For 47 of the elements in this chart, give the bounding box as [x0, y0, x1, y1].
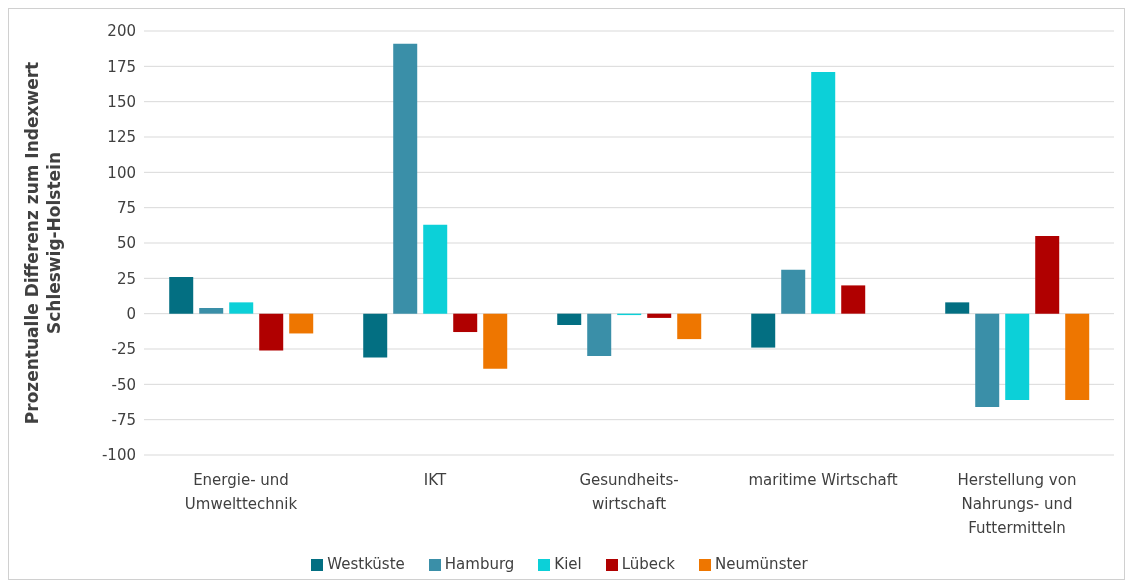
y-tick-label: 100: [107, 163, 136, 182]
legend-label: Westküste: [327, 555, 405, 573]
bar: [453, 313, 478, 333]
x-tick-label: Gesundheits- wirtschaft: [579, 471, 679, 513]
y-axis-title: Prozentualle Differenz zum Indexwert Schleswig-Holstein: [22, 61, 64, 425]
bar: [169, 276, 194, 314]
bar: [393, 43, 418, 314]
bar: [289, 313, 314, 334]
bar: [363, 313, 388, 358]
y-tick-label: 150: [107, 92, 136, 111]
x-tick-label: Energie- und Umwelttechnik: [184, 471, 298, 513]
bar: [841, 285, 866, 314]
y-tick-label: 0: [126, 304, 136, 323]
y-tick-label: 200: [107, 22, 136, 41]
y-tick-label: 125: [107, 128, 136, 147]
bar: [677, 313, 702, 340]
legend-label: Neumünster: [715, 555, 808, 573]
y-tick-label: 50: [116, 234, 136, 253]
bar: [259, 313, 284, 351]
legend-label: Lübeck: [621, 555, 676, 573]
y-tick-label: 25: [116, 269, 136, 288]
bar: [1005, 313, 1030, 400]
y-tick-label: -100: [101, 446, 136, 465]
x-tick-label: maritime Wirtschaft: [748, 471, 898, 489]
bar: [781, 269, 806, 314]
bar: [423, 224, 448, 314]
y-tick-label: -75: [111, 410, 136, 429]
bar: [199, 308, 224, 314]
bar: [647, 313, 672, 318]
bar: [1035, 235, 1060, 314]
bar: [557, 313, 582, 325]
x-tick-label: IKT: [423, 471, 447, 489]
legend-label: Kiel: [554, 555, 582, 573]
y-tick-label: -25: [111, 340, 136, 359]
bar: [945, 302, 970, 314]
bar: [587, 313, 612, 357]
bar: [811, 71, 836, 314]
bar: [229, 302, 254, 314]
x-tick-label: Herstellung von Nahrungs- und Futtermitteln: [957, 471, 1077, 537]
bar: [975, 313, 1000, 407]
y-tick-label: 175: [107, 57, 136, 76]
bar: [751, 313, 776, 348]
y-tick-label: -50: [111, 375, 136, 394]
bar: [483, 313, 508, 369]
y-tick-label: 75: [116, 198, 136, 217]
legend-label: Hamburg: [444, 555, 515, 573]
bar: [1065, 313, 1090, 400]
